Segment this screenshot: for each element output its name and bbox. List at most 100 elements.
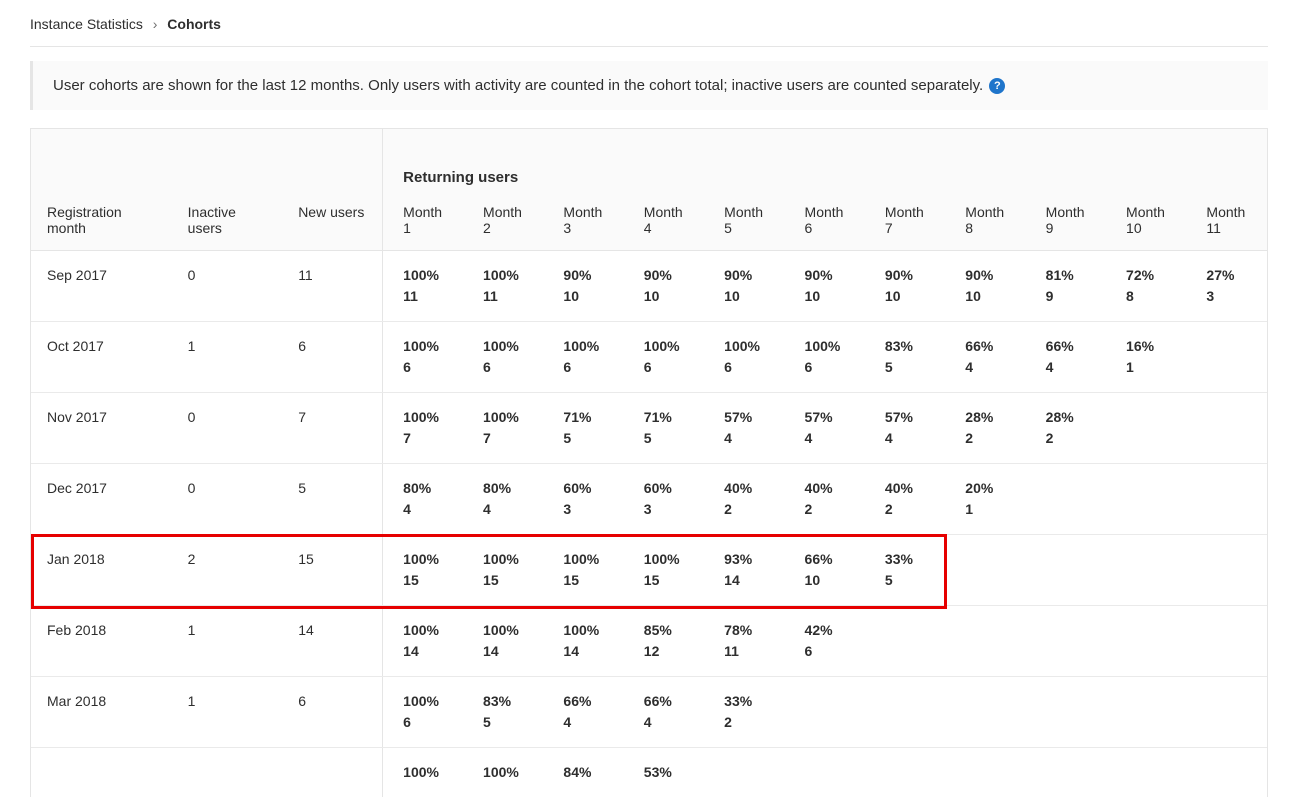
help-icon[interactable]: ?	[989, 78, 1005, 94]
cell-month-2: 100%11	[463, 251, 543, 322]
cell-registration-month: Sep 2017	[31, 251, 172, 322]
cell-month-10: 16%1	[1106, 322, 1186, 393]
header-new-users: New users	[282, 194, 382, 251]
header-month-4: Month 4	[624, 194, 704, 251]
cell-month-2: 100%6	[463, 322, 543, 393]
cell-month-3: 100%6	[543, 322, 623, 393]
header-month-8: Month 8	[945, 194, 1025, 251]
cell-month-10: 72%8	[1106, 251, 1186, 322]
cell-registration-month	[31, 748, 172, 797]
cell-month-4: 100%15	[624, 535, 704, 606]
cell-inactive-users: 1	[172, 606, 283, 677]
header-registration-month: Registration month	[31, 194, 172, 251]
cell-new-users: 11	[282, 251, 382, 322]
cell-month-10	[1106, 464, 1186, 535]
cohorts-table: Returning users Registration month Inact…	[31, 129, 1267, 797]
cell-month-7: 83%5	[865, 322, 945, 393]
cell-new-users: 15	[282, 535, 382, 606]
cell-month-7	[865, 677, 945, 748]
cell-month-9	[1026, 606, 1106, 677]
cell-inactive-users: 0	[172, 464, 283, 535]
cell-month-4: 71%5	[624, 393, 704, 464]
cell-month-8	[945, 748, 1025, 797]
cell-month-5: 40%2	[704, 464, 784, 535]
cell-registration-month: Dec 2017	[31, 464, 172, 535]
cell-month-6: 57%4	[785, 393, 865, 464]
table-row: Oct 201716100%6100%6100%6100%6100%6100%6…	[31, 322, 1267, 393]
cell-month-6: 90%10	[785, 251, 865, 322]
cell-month-10	[1106, 535, 1186, 606]
header-month-11: Month 11	[1186, 194, 1267, 251]
header-month-9: Month 9	[1026, 194, 1106, 251]
cell-month-10	[1106, 393, 1186, 464]
cell-inactive-users	[172, 748, 283, 797]
cell-month-10	[1106, 748, 1186, 797]
cell-new-users: 5	[282, 464, 382, 535]
cell-month-6: 66%10	[785, 535, 865, 606]
cell-month-1: 100%6	[383, 677, 463, 748]
cell-month-8	[945, 606, 1025, 677]
cell-month-3: 84%	[543, 748, 623, 797]
cell-month-3: 60%3	[543, 464, 623, 535]
cell-month-2: 100%	[463, 748, 543, 797]
cell-inactive-users: 0	[172, 393, 283, 464]
breadcrumb-parent[interactable]: Instance Statistics	[30, 16, 143, 32]
cell-month-8: 90%10	[945, 251, 1025, 322]
cell-month-1: 100%	[383, 748, 463, 797]
cell-month-4: 60%3	[624, 464, 704, 535]
cell-month-9	[1026, 677, 1106, 748]
cell-month-11	[1186, 322, 1267, 393]
cell-month-6	[785, 748, 865, 797]
breadcrumb-current: Cohorts	[167, 16, 221, 32]
cell-month-6: 42%6	[785, 606, 865, 677]
cell-month-10	[1106, 677, 1186, 748]
cell-month-7: 57%4	[865, 393, 945, 464]
cell-month-11	[1186, 677, 1267, 748]
header-month-10: Month 10	[1106, 194, 1186, 251]
cell-month-2: 100%15	[463, 535, 543, 606]
cell-month-1: 80%4	[383, 464, 463, 535]
cell-month-6: 100%6	[785, 322, 865, 393]
cell-month-11	[1186, 606, 1267, 677]
cell-month-8	[945, 535, 1025, 606]
table-row: Mar 201816100%683%566%466%433%2	[31, 677, 1267, 748]
cell-month-11	[1186, 393, 1267, 464]
cell-month-5: 90%10	[704, 251, 784, 322]
cell-month-8: 20%1	[945, 464, 1025, 535]
header-month-2: Month 2	[463, 194, 543, 251]
cell-registration-month: Nov 2017	[31, 393, 172, 464]
cell-month-8	[945, 677, 1025, 748]
cell-month-9	[1026, 535, 1106, 606]
cell-registration-month: Mar 2018	[31, 677, 172, 748]
header-month-7: Month 7	[865, 194, 945, 251]
breadcrumb: Instance Statistics › Cohorts	[30, 10, 1268, 47]
header-blank	[31, 129, 383, 194]
table-row: Feb 2018114100%14100%14100%1485%1278%114…	[31, 606, 1267, 677]
cell-month-6	[785, 677, 865, 748]
cell-month-7	[865, 748, 945, 797]
cell-new-users: 7	[282, 393, 382, 464]
cell-month-4: 66%4	[624, 677, 704, 748]
info-banner: User cohorts are shown for the last 12 m…	[30, 61, 1268, 110]
cell-month-1: 100%15	[383, 535, 463, 606]
cell-month-3: 66%4	[543, 677, 623, 748]
cell-month-5: 57%4	[704, 393, 784, 464]
cell-month-11: 27%3	[1186, 251, 1267, 322]
cell-month-5: 93%14	[704, 535, 784, 606]
cell-month-3: 71%5	[543, 393, 623, 464]
cell-month-9: 66%4	[1026, 322, 1106, 393]
header-inactive-users: Inactive users	[172, 194, 283, 251]
header-month-5: Month 5	[704, 194, 784, 251]
header-month-1: Month 1	[383, 194, 463, 251]
table-row: 100%100%84%53%	[31, 748, 1267, 797]
cell-month-3: 100%14	[543, 606, 623, 677]
cell-new-users: 6	[282, 322, 382, 393]
cell-month-7: 90%10	[865, 251, 945, 322]
cell-month-9	[1026, 748, 1106, 797]
cell-month-2: 80%4	[463, 464, 543, 535]
cell-month-7: 33%5	[865, 535, 945, 606]
cell-month-11	[1186, 748, 1267, 797]
cell-month-4: 53%	[624, 748, 704, 797]
cell-month-11	[1186, 535, 1267, 606]
cell-inactive-users: 0	[172, 251, 283, 322]
